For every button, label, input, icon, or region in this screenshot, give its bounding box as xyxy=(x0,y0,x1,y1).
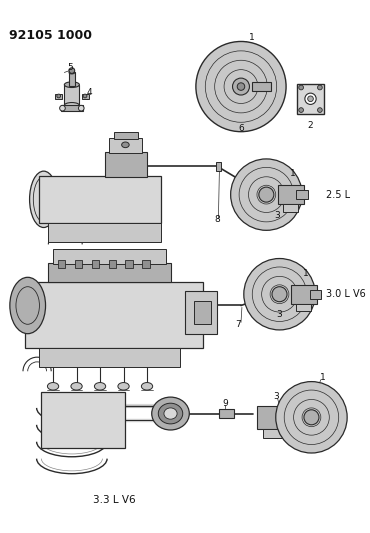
Bar xyxy=(48,263,171,282)
Bar xyxy=(278,185,304,204)
Text: 1: 1 xyxy=(320,373,326,382)
Circle shape xyxy=(57,94,61,98)
Bar xyxy=(105,152,147,177)
Ellipse shape xyxy=(118,383,129,390)
Bar xyxy=(291,285,317,304)
Circle shape xyxy=(60,106,65,111)
Ellipse shape xyxy=(122,142,129,148)
Text: 1: 1 xyxy=(249,33,255,42)
Ellipse shape xyxy=(30,171,58,228)
Circle shape xyxy=(304,410,319,425)
Bar xyxy=(297,84,324,114)
Ellipse shape xyxy=(64,102,80,108)
Circle shape xyxy=(299,85,303,90)
Circle shape xyxy=(196,42,286,132)
Ellipse shape xyxy=(71,383,82,390)
Bar xyxy=(110,138,142,154)
Bar xyxy=(257,406,295,429)
Circle shape xyxy=(69,68,75,74)
Bar xyxy=(283,204,298,212)
Text: 2.5 L: 2.5 L xyxy=(326,190,350,200)
Circle shape xyxy=(244,259,315,330)
Ellipse shape xyxy=(64,82,80,87)
Bar xyxy=(194,301,211,324)
Text: 7: 7 xyxy=(235,320,241,329)
Text: 1: 1 xyxy=(290,169,296,179)
Bar xyxy=(114,132,138,139)
Bar xyxy=(82,94,89,99)
Circle shape xyxy=(317,108,322,112)
Bar xyxy=(92,261,99,268)
Bar xyxy=(55,94,61,99)
Bar xyxy=(219,409,235,418)
Text: 92105 1000: 92105 1000 xyxy=(9,29,92,42)
Text: 3: 3 xyxy=(277,310,282,319)
Ellipse shape xyxy=(164,408,177,419)
Bar xyxy=(48,223,161,241)
Circle shape xyxy=(272,287,287,302)
Text: 5: 5 xyxy=(67,63,73,72)
Bar xyxy=(310,289,321,299)
Bar xyxy=(69,72,75,86)
Bar xyxy=(39,348,180,367)
Circle shape xyxy=(78,106,84,111)
Circle shape xyxy=(299,108,303,112)
Ellipse shape xyxy=(158,403,183,424)
Text: 3: 3 xyxy=(275,211,280,220)
Bar xyxy=(108,261,116,268)
Text: 3: 3 xyxy=(273,392,279,401)
Bar xyxy=(263,429,289,438)
Ellipse shape xyxy=(152,397,189,430)
Text: 8: 8 xyxy=(215,215,221,224)
Ellipse shape xyxy=(308,96,313,102)
Bar xyxy=(291,411,304,423)
Bar xyxy=(296,190,308,199)
Text: 3.3 L V6: 3.3 L V6 xyxy=(93,495,135,505)
Circle shape xyxy=(231,159,302,230)
Circle shape xyxy=(237,83,245,90)
Bar xyxy=(216,161,221,171)
Bar xyxy=(64,85,80,106)
Bar xyxy=(53,249,166,264)
Bar xyxy=(125,261,133,268)
Text: 6: 6 xyxy=(238,124,244,133)
Bar xyxy=(58,261,65,268)
Ellipse shape xyxy=(305,93,316,104)
Bar xyxy=(61,106,83,111)
Ellipse shape xyxy=(141,383,153,390)
Circle shape xyxy=(276,382,347,453)
Text: 9: 9 xyxy=(222,399,228,408)
Ellipse shape xyxy=(10,277,46,334)
Circle shape xyxy=(317,85,322,90)
Text: 3.0 L V6: 3.0 L V6 xyxy=(326,289,365,299)
Bar xyxy=(75,261,82,268)
Ellipse shape xyxy=(47,383,59,390)
Ellipse shape xyxy=(69,71,75,74)
Circle shape xyxy=(259,187,274,202)
Circle shape xyxy=(83,94,87,98)
Text: 2: 2 xyxy=(308,120,313,130)
Bar xyxy=(142,261,150,268)
Bar xyxy=(185,292,218,334)
Text: 4: 4 xyxy=(87,88,92,96)
Circle shape xyxy=(232,78,249,95)
Bar xyxy=(41,392,125,448)
Bar xyxy=(252,82,271,91)
Bar xyxy=(39,176,161,223)
Text: 1: 1 xyxy=(303,269,309,278)
Bar xyxy=(296,304,312,311)
Bar xyxy=(25,282,204,348)
Ellipse shape xyxy=(94,383,106,390)
